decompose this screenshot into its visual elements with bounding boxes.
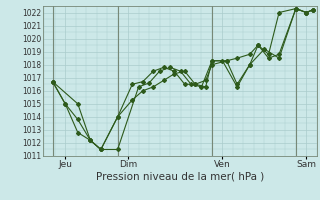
X-axis label: Pression niveau de la mer( hPa ): Pression niveau de la mer( hPa )	[96, 172, 264, 182]
